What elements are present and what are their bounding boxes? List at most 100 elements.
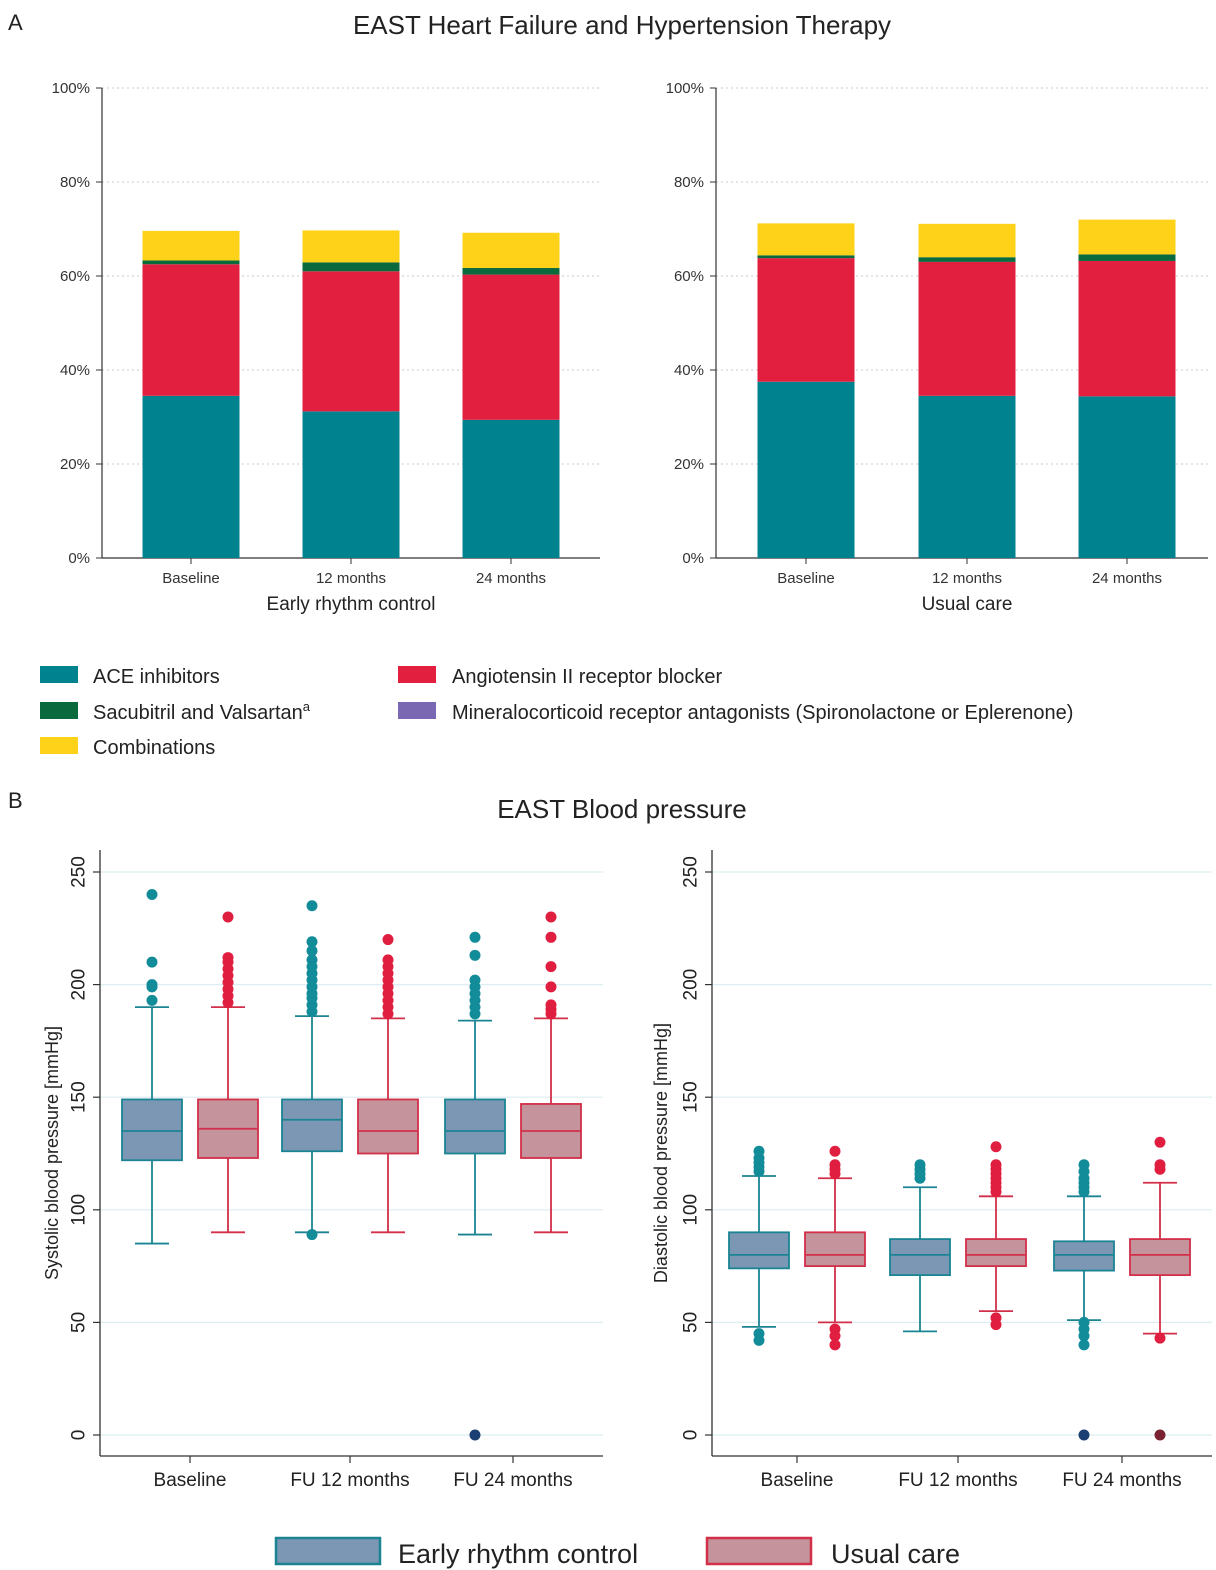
- y-tick-label: 200: [69, 969, 90, 1001]
- bar-segment: [302, 411, 400, 558]
- outlier-point: [146, 994, 158, 1006]
- x-axis-title: Early rhythm control: [267, 594, 436, 615]
- outlier-point: [146, 956, 158, 968]
- x-tick-label: FU 12 months: [898, 1470, 1017, 1491]
- y-tick-label: 20%: [60, 456, 90, 473]
- x-axis-title: Usual care: [922, 594, 1013, 615]
- outlier-point: [545, 931, 557, 943]
- outlier-point: [469, 974, 481, 986]
- bar-segment: [757, 258, 855, 382]
- x-tick-label: Baseline: [761, 1470, 834, 1491]
- bar-chart-usual-care: 0% 20% 40% 60% 80% 100% Baseline 12 months 24 mo…: [666, 80, 1208, 615]
- outlier-point: [829, 1159, 841, 1171]
- panel-b-title: EAST Blood pressure: [497, 794, 747, 824]
- x-tick-label: 12 months: [316, 570, 386, 587]
- x-tick-label: FU 24 months: [453, 1470, 572, 1491]
- outlier-point: [990, 1159, 1002, 1171]
- y-tick-label: 100%: [52, 80, 90, 97]
- legend-swatch-combinations: [40, 737, 78, 754]
- bar-segment: [142, 230, 240, 261]
- outlier-point: [306, 1229, 318, 1241]
- outlier-point: [990, 1141, 1002, 1153]
- outlier-point: [469, 949, 481, 961]
- bar-segment: [1078, 219, 1176, 255]
- legend-label-usual-care: Usual care: [831, 1539, 960, 1569]
- bar-segment: [302, 230, 400, 263]
- outlier-point: [1154, 1136, 1166, 1148]
- bar-segment: [302, 271, 400, 412]
- y-axis-title: Diastolic blood pressure [mmHg]: [651, 1023, 671, 1283]
- bar-segment: [302, 262, 400, 272]
- outlier-point: [1078, 1429, 1090, 1441]
- y-tick-label: 100: [681, 1194, 702, 1226]
- legend-swatch-usual-care: [705, 1536, 813, 1566]
- outlier-point: [545, 911, 557, 923]
- x-tick-label: 12 months: [932, 570, 1002, 587]
- box-iqr: [965, 1238, 1027, 1268]
- bar-segment: [918, 261, 1016, 396]
- box-iqr: [281, 1098, 343, 1153]
- panel-b-letter: B: [8, 788, 23, 813]
- y-tick-label: 100%: [666, 80, 704, 97]
- legend-label-combinations: Combinations: [93, 737, 215, 759]
- y-tick-label: 0: [69, 1430, 90, 1441]
- box-chart-diastolic: 0 50 100 150 200 250 Diastolic blood pressure …: [651, 850, 1212, 1491]
- outlier-point: [829, 1323, 841, 1335]
- outlier-point: [990, 1312, 1002, 1324]
- outlier-point: [306, 945, 318, 957]
- bar-segment: [142, 264, 240, 396]
- y-tick-label: 50: [681, 1312, 702, 1333]
- bar-segment: [1078, 254, 1176, 261]
- bar-segment: [757, 223, 855, 256]
- bar-segment: [142, 260, 240, 265]
- bar-chart-early-rhythm-control: 0% 20% 40% 60% 80% 100% Baseline 12 months 24 mo…: [52, 80, 600, 615]
- bar-segment: [918, 257, 1016, 262]
- legend-swatch-early-rhythm: [274, 1536, 382, 1566]
- bar-segment: [462, 274, 560, 420]
- y-tick-label: 40%: [60, 362, 90, 379]
- box-iqr: [357, 1098, 419, 1155]
- outlier-point: [829, 1145, 841, 1157]
- panel-b-legend: Early rhythm control Usual care: [274, 1536, 960, 1569]
- y-tick-label: 100: [69, 1194, 90, 1226]
- x-tick-label: Baseline: [777, 570, 835, 587]
- outlier-point: [146, 979, 158, 991]
- bar-segment: [918, 395, 1016, 558]
- outlier-point: [306, 954, 318, 966]
- box-iqr: [121, 1098, 183, 1162]
- y-tick-label: 40%: [674, 362, 704, 379]
- x-tick-label: Baseline: [162, 570, 220, 587]
- x-tick-label: 24 months: [1092, 570, 1162, 587]
- outlier-point: [469, 1429, 481, 1441]
- x-tick-label: 24 months: [476, 570, 546, 587]
- y-tick-label: 20%: [674, 456, 704, 473]
- outlier-point: [545, 961, 557, 973]
- outlier-point: [306, 900, 318, 912]
- box-iqr: [728, 1231, 790, 1270]
- bar-segment: [142, 395, 240, 558]
- outlier-point: [469, 931, 481, 943]
- outlier-point: [1078, 1339, 1090, 1351]
- bar-segment: [462, 268, 560, 275]
- box-iqr: [1129, 1238, 1191, 1277]
- y-tick-label: 60%: [60, 268, 90, 285]
- y-tick-label: 200: [681, 969, 702, 1001]
- outlier-point: [1154, 1332, 1166, 1344]
- bar-segment: [462, 419, 560, 558]
- bar-segment: [462, 232, 560, 269]
- box-chart-systolic: 0 50 100 150 200 250 Systolic blood pressure […: [42, 850, 603, 1491]
- panel-a-letter: A: [8, 10, 23, 35]
- outlier-point: [146, 889, 158, 901]
- y-tick-label: 150: [681, 1081, 702, 1113]
- bar-segment: [918, 223, 1016, 258]
- x-tick-label: Baseline: [154, 1470, 227, 1491]
- legend-swatch-sacubitril: [40, 702, 78, 719]
- outlier-point: [545, 981, 557, 993]
- y-tick-label: 150: [69, 1081, 90, 1113]
- box-iqr: [1053, 1240, 1115, 1272]
- outlier-point: [1154, 1159, 1166, 1171]
- outlier-point: [222, 911, 234, 923]
- bar-segment: [1078, 396, 1176, 558]
- y-tick-label: 0%: [68, 550, 90, 567]
